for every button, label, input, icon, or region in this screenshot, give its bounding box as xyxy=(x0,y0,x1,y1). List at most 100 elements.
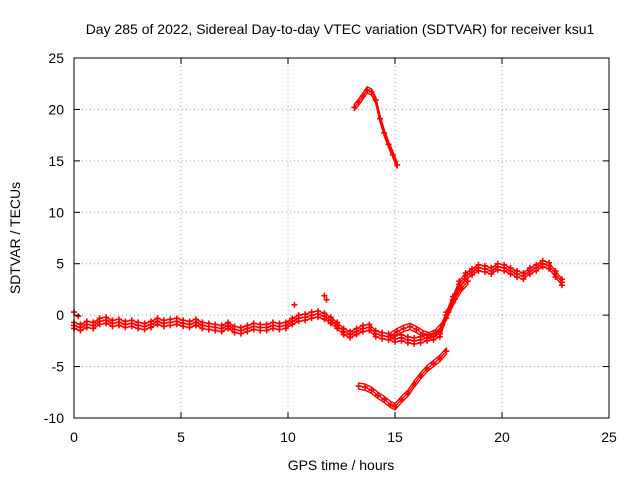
data-point xyxy=(359,322,366,329)
data-point xyxy=(353,331,360,338)
axis-ticks: 0 5 10 15 20 25 -10 -5 0 5 10 15 20 25 xyxy=(44,50,617,445)
data-point xyxy=(366,327,373,334)
data-point xyxy=(96,321,103,328)
data-point xyxy=(526,270,533,277)
data-point xyxy=(225,325,232,332)
data-point xyxy=(364,86,371,93)
data-point xyxy=(270,319,277,326)
data-point xyxy=(77,321,84,328)
data-point xyxy=(212,321,219,328)
series-middle-branch xyxy=(387,277,471,340)
x-tick-label: 20 xyxy=(494,429,510,445)
data-point xyxy=(276,326,283,333)
data-point xyxy=(387,401,394,408)
data-point xyxy=(128,317,135,324)
data-point xyxy=(411,381,418,388)
data-point xyxy=(75,313,82,320)
data-point xyxy=(488,264,495,271)
data-point xyxy=(295,318,302,325)
data-point xyxy=(291,301,298,308)
plot-frame xyxy=(73,57,610,419)
data-point xyxy=(526,264,533,271)
data-point xyxy=(231,323,238,330)
data-point xyxy=(520,270,527,277)
data-point xyxy=(372,327,379,334)
data-point xyxy=(387,332,394,339)
data-point xyxy=(379,329,386,336)
data-point xyxy=(462,270,469,277)
data-point xyxy=(327,314,334,321)
data-point xyxy=(368,387,375,394)
data-point xyxy=(507,270,514,277)
data-point xyxy=(90,325,97,332)
data-point xyxy=(359,328,366,335)
data-point xyxy=(520,276,527,283)
y-tick-label: -10 xyxy=(44,410,64,426)
data-point xyxy=(445,309,452,316)
data-point xyxy=(205,320,212,327)
data-point xyxy=(148,324,155,331)
data-point xyxy=(218,322,225,329)
data-point xyxy=(404,339,411,346)
y-tick-label: 15 xyxy=(48,153,64,169)
data-point xyxy=(83,324,90,331)
data-point xyxy=(374,392,381,399)
data-point xyxy=(432,329,439,336)
data-point xyxy=(109,317,116,324)
x-axis-label: GPS time / hours xyxy=(288,457,395,473)
y-tick-label: 5 xyxy=(56,256,64,272)
data-point xyxy=(250,326,257,333)
data-point xyxy=(469,265,476,272)
data-point xyxy=(411,334,418,341)
data-point xyxy=(327,320,334,327)
data-point xyxy=(154,315,161,322)
data-point xyxy=(469,271,476,278)
data-point xyxy=(413,326,420,333)
data-point xyxy=(419,330,426,337)
data-point xyxy=(546,259,553,266)
data-point xyxy=(394,328,401,335)
data-point xyxy=(314,314,321,321)
data-point xyxy=(167,322,174,329)
data-point xyxy=(334,319,341,326)
data-point xyxy=(359,93,366,100)
data-point xyxy=(394,161,401,168)
data-point xyxy=(90,319,97,326)
data-point xyxy=(270,325,277,332)
data-point xyxy=(379,335,386,342)
data-point xyxy=(400,325,407,332)
data-point xyxy=(128,323,135,330)
data-point xyxy=(351,104,358,111)
data-point xyxy=(513,268,520,274)
data-point xyxy=(244,328,251,335)
data-point xyxy=(552,274,559,280)
series-line xyxy=(389,277,469,334)
data-point xyxy=(411,340,418,347)
x-tick-label: 0 xyxy=(70,429,78,445)
data-point xyxy=(424,365,431,372)
data-point xyxy=(355,383,362,390)
y-tick-label: -5 xyxy=(52,359,65,375)
data-point xyxy=(334,325,341,332)
data-point xyxy=(558,282,565,289)
data-point xyxy=(314,308,321,315)
data-point xyxy=(276,320,283,327)
data-point xyxy=(237,330,244,337)
data-point xyxy=(103,320,110,327)
y-tick-label: 20 xyxy=(48,101,64,117)
data-point xyxy=(475,261,482,268)
data-point xyxy=(282,319,289,326)
data-point xyxy=(180,317,187,324)
data-point xyxy=(173,315,180,322)
data-point xyxy=(552,268,559,274)
data-point xyxy=(154,321,161,328)
data-point xyxy=(347,334,354,341)
data-point xyxy=(404,333,411,340)
data-point xyxy=(443,348,450,355)
data-point xyxy=(494,266,501,273)
data-point xyxy=(430,336,437,343)
data-point xyxy=(186,324,193,331)
series-line xyxy=(357,350,448,408)
data-point xyxy=(96,315,103,322)
data-point xyxy=(430,360,437,367)
